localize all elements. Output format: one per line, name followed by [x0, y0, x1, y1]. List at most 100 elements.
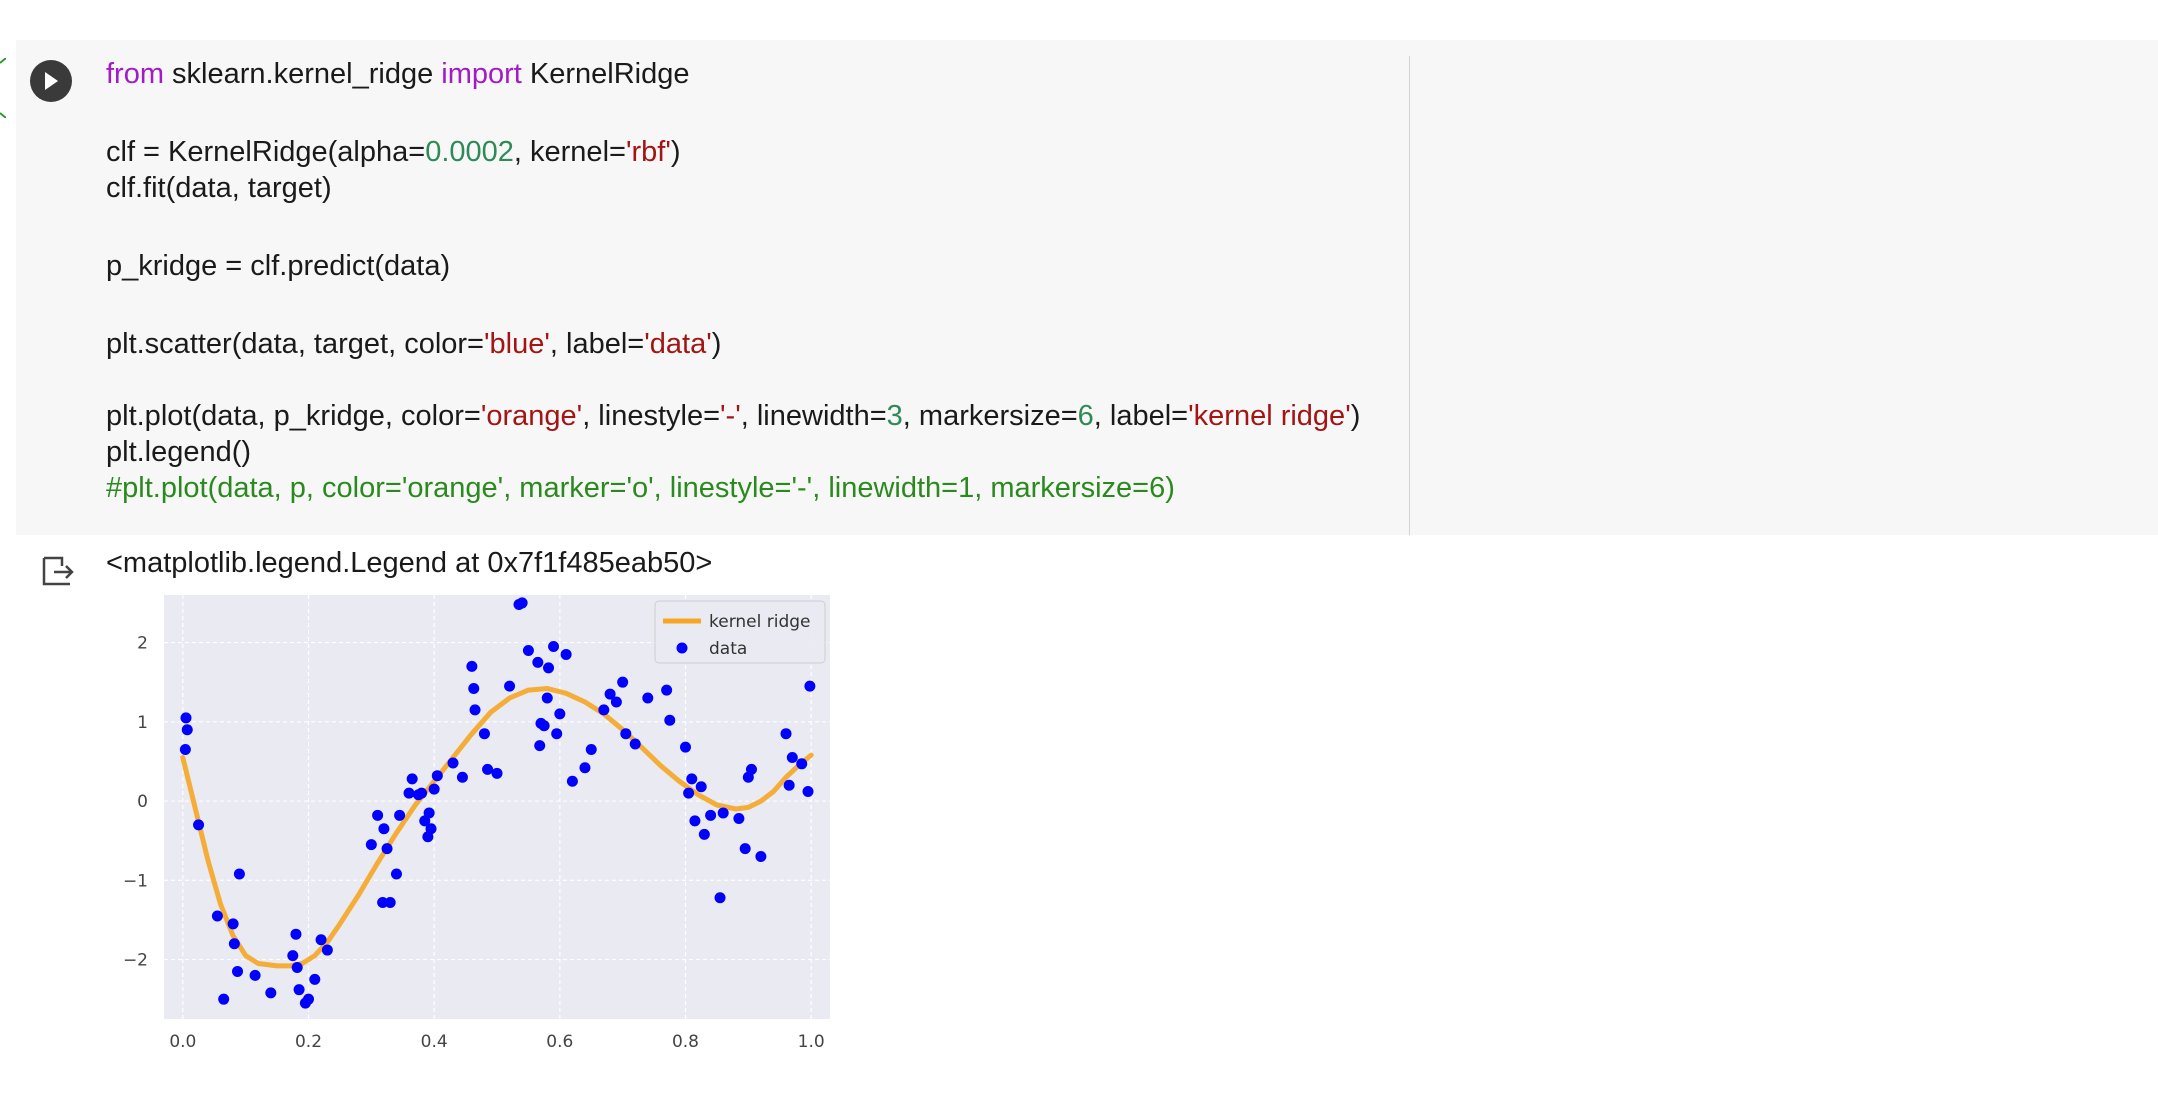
data-point	[293, 984, 305, 996]
data-point	[733, 812, 745, 824]
data-point	[548, 641, 560, 653]
data-point	[783, 779, 795, 791]
code-token: sklearn.kernel_ridge	[164, 58, 442, 90]
data-point	[469, 704, 481, 716]
data-point	[661, 684, 673, 696]
code-token: )	[1350, 400, 1361, 432]
data-point	[232, 965, 244, 977]
data-point	[290, 928, 302, 940]
play-icon	[45, 72, 58, 90]
x-tick-label: 0.2	[295, 1032, 322, 1052]
data-point	[543, 662, 555, 674]
code-line: from sklearn.kernel_ridge import KernelR…	[106, 56, 690, 92]
data-point	[394, 809, 406, 821]
code-token: , label=	[1093, 400, 1189, 432]
data-point	[664, 714, 676, 726]
code-token: KernelRidge	[521, 58, 690, 90]
code-token: #plt.plot(data, p, color='orange', marke…	[106, 472, 1175, 504]
data-point	[425, 823, 437, 835]
data-point	[705, 809, 717, 821]
legend-label: data	[709, 639, 747, 659]
code-token: p_kridge = clf.predict(data)	[106, 250, 451, 282]
run-cell-button[interactable]	[30, 60, 72, 102]
code-line: #plt.plot(data, p, color='orange', marke…	[106, 470, 1175, 506]
data-point	[309, 973, 321, 985]
code-token: , label=	[549, 328, 645, 360]
data-point	[504, 680, 516, 692]
data-point	[193, 819, 205, 831]
data-point	[780, 728, 792, 740]
data-point	[265, 987, 277, 999]
data-point	[554, 708, 566, 720]
data-point	[181, 724, 193, 736]
data-point	[585, 744, 597, 756]
code-cell[interactable]	[16, 40, 2158, 535]
data-point	[211, 910, 223, 922]
data-point	[642, 692, 654, 704]
data-point	[786, 751, 798, 763]
data-point	[604, 688, 616, 700]
data-point	[179, 744, 191, 756]
code-line: clf.fit(data, target)	[106, 170, 332, 206]
data-point	[714, 892, 726, 904]
code-token: , linewidth=	[740, 400, 887, 432]
y-tick-label: 0	[137, 792, 148, 812]
data-point	[384, 896, 396, 908]
data-point	[683, 787, 695, 799]
data-point	[686, 773, 698, 785]
y-tick-label: −1	[123, 871, 148, 891]
data-point	[739, 843, 751, 855]
y-tick-label: 1	[137, 713, 148, 733]
data-point	[538, 720, 550, 732]
code-token: 6	[1077, 400, 1094, 432]
data-point	[431, 770, 443, 782]
data-point	[228, 938, 240, 950]
data-point	[491, 767, 503, 779]
x-tick-label: 0.6	[546, 1032, 573, 1052]
code-token: )	[711, 328, 722, 360]
data-point	[456, 771, 468, 783]
data-point	[315, 934, 327, 946]
data-point	[372, 809, 384, 821]
data-point	[416, 787, 428, 799]
data-point	[804, 680, 816, 692]
data-point	[516, 597, 528, 609]
code-line: clf = KernelRidge(alpha=0.0002, kernel='…	[106, 134, 681, 170]
code-line: plt.scatter(data, target, color='blue', …	[106, 326, 721, 362]
x-tick-label: 0.8	[672, 1032, 699, 1052]
code-token: 'data'	[644, 328, 712, 360]
data-point	[629, 738, 641, 750]
data-point	[560, 648, 572, 660]
data-point	[689, 815, 701, 827]
data-point	[532, 656, 544, 668]
data-point	[695, 781, 707, 793]
data-point	[679, 741, 691, 753]
x-tick-label: 1.0	[798, 1032, 825, 1052]
code-token: 'rbf'	[625, 136, 671, 168]
data-point	[698, 828, 710, 840]
data-point	[378, 823, 390, 835]
legend-label: kernel ridge	[709, 612, 811, 632]
y-tick-label: −2	[123, 951, 148, 971]
execution-status-icon	[0, 58, 6, 118]
data-point	[227, 918, 239, 930]
code-token: , markersize=	[902, 400, 1078, 432]
data-point	[617, 676, 629, 688]
series-line-kernel-ridge	[180, 686, 814, 969]
code-token: import	[441, 58, 522, 90]
data-point	[717, 807, 729, 819]
code-line: p_kridge = clf.predict(data)	[106, 248, 450, 284]
data-point	[579, 762, 591, 774]
data-point	[291, 961, 303, 973]
data-point	[428, 783, 440, 795]
code-token: clf = KernelRidge(alpha=	[106, 136, 426, 168]
data-point	[566, 775, 578, 787]
data-point	[403, 787, 415, 799]
code-line: plt.legend()	[106, 434, 251, 470]
code-token: 'blue'	[484, 328, 550, 360]
data-point	[468, 683, 480, 695]
data-point	[390, 868, 402, 880]
output-redirect-icon	[42, 556, 74, 586]
code-token: 'kernel ridge'	[1188, 400, 1351, 432]
data-point	[365, 839, 377, 851]
